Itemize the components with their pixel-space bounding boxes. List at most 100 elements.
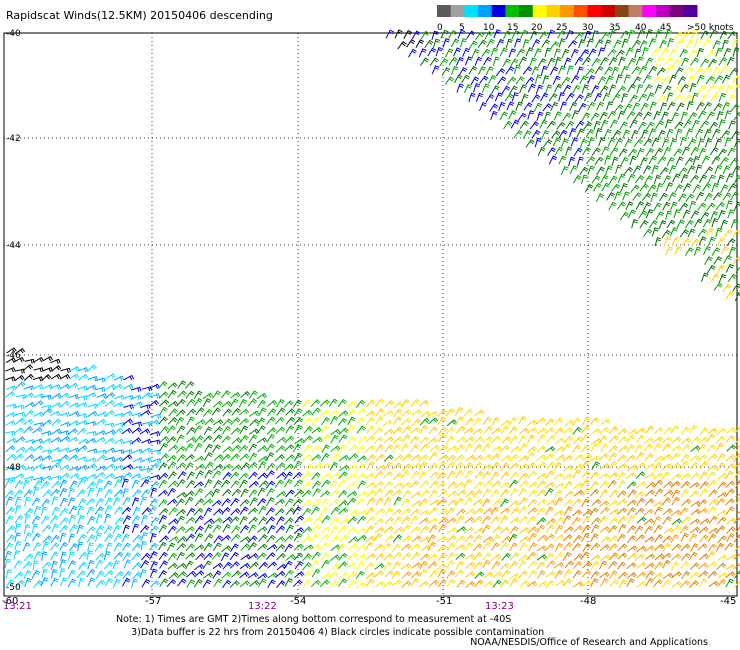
wind-barb [454,497,465,507]
wind-barb [725,470,734,480]
wind-barb [717,535,727,544]
wind-barb [222,579,232,589]
wind-barb [202,392,214,400]
wind-barb [104,578,114,587]
wind-barb [222,523,231,533]
wind-barb [122,439,134,446]
wind-barb [78,551,89,560]
wind-barb [32,427,43,434]
wind-barb [667,101,676,111]
wind-barb [699,120,710,129]
wind-barb [374,570,384,578]
wind-barb [573,463,584,471]
wind-barb [669,227,678,237]
wind-barb [301,489,312,498]
wind-barb [620,65,629,75]
wind-barb [285,553,296,561]
wind-barb [698,174,708,184]
wind-barb [470,76,480,86]
wind-barb [150,474,161,480]
wind-barb [619,121,629,131]
wind-barb [529,57,537,67]
wind-barb [651,48,661,57]
wind-barb [257,487,266,497]
wind-barb [419,517,430,525]
wind-barb [491,534,501,543]
wind-barb [674,121,684,130]
wind-barb [474,481,485,489]
wind-barb [605,101,614,111]
wind-barb [548,93,558,102]
wind-barb [630,184,640,193]
wind-barb [59,542,68,551]
wind-barb [519,472,529,481]
wind-barb [565,29,574,40]
wind-barb [104,497,114,507]
wind-barb [534,48,542,58]
wind-barb [561,48,570,58]
wind-barb [543,139,553,148]
wind-barb [114,516,125,526]
wind-barb [661,579,672,588]
wind-barb [113,533,123,542]
wind-barb [485,93,495,103]
wind-barb [59,517,69,526]
wind-barb [167,389,177,399]
wind-barb [648,65,658,75]
wind-barb [572,84,581,94]
wind-barb [508,110,517,120]
wind-barb [419,560,428,570]
wind-barb [159,425,169,435]
wind-barb [6,403,17,409]
wind-barb [365,578,375,587]
wind-barb [176,562,187,570]
wind-barb [536,489,547,497]
wind-barb [104,409,115,418]
wind-barb [393,526,404,534]
wind-barb [103,525,113,534]
wind-barb [85,392,97,398]
wind-barb [373,533,383,542]
wind-barb [455,535,466,543]
wind-barb [167,487,176,497]
wind-barb [466,30,476,39]
wind-barb [438,508,449,516]
wind-barb [554,83,563,93]
wind-barb [392,489,403,497]
wind-barb [725,480,736,488]
wind-barb [563,465,574,472]
wind-barb [451,65,459,76]
wind-barb [141,421,152,427]
wind-barb [617,498,628,506]
wind-barb [704,166,714,175]
wind-barb [167,498,178,506]
wind-barb [591,498,602,507]
wind-barb [418,471,428,480]
wind-barb [402,463,412,472]
wind-barb [409,435,420,444]
wind-barb [150,487,158,498]
wind-barb [598,515,608,525]
wind-barb [374,487,384,497]
wind-barb [715,227,723,238]
wind-barb [195,498,205,507]
wind-barb [159,442,169,452]
wind-barb [357,435,368,444]
lat-label-42: -42 [6,134,21,144]
wind-barb [177,535,187,544]
wind-barb [464,56,473,66]
wind-barb [284,444,295,452]
wind-barb [635,56,644,66]
wind-barb [185,390,195,399]
wind-barb [184,560,194,570]
wind-barb [498,101,506,112]
wind-barb [571,509,583,517]
wind-barb [509,517,520,524]
wind-barb [104,422,115,428]
wind-barb [86,550,94,560]
wind-barb [636,434,645,444]
wind-barb [573,560,583,570]
wind-barb [5,411,16,418]
wind-barb [123,404,134,410]
wind-barb [682,183,692,192]
